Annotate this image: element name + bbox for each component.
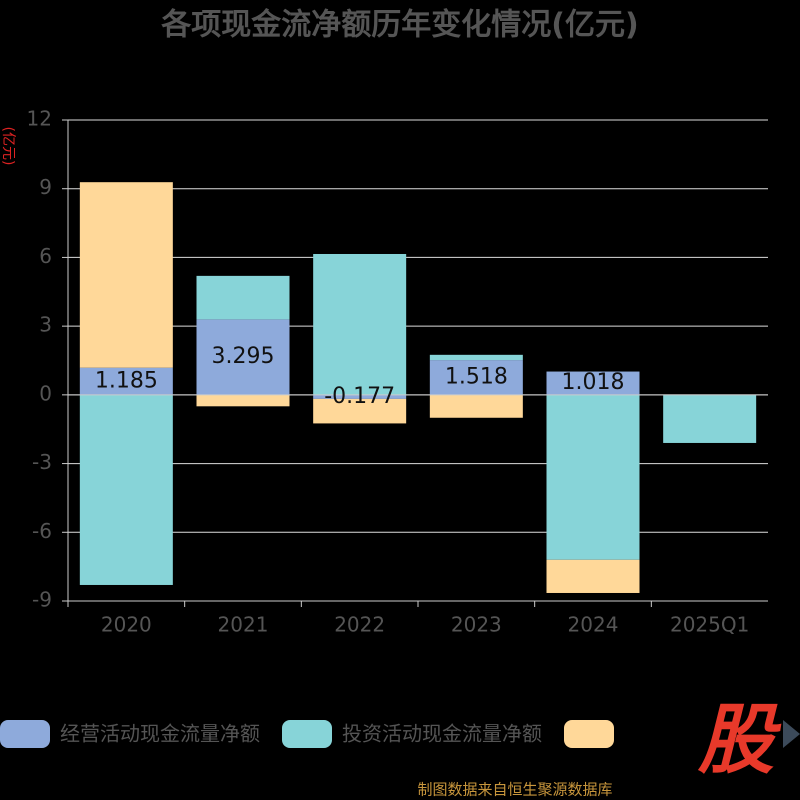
legend-label: 经营活动现金流量净额 <box>60 722 260 746</box>
y-tick-label: -9 <box>32 588 52 612</box>
legend-swatch <box>0 720 50 748</box>
bar-segment <box>313 394 407 399</box>
x-tick-label: 2024 <box>568 613 619 637</box>
bar-segment <box>429 354 523 361</box>
y-axis-label: (亿元) <box>0 127 16 166</box>
bar-segment <box>313 253 407 395</box>
chart-title: 各项现金流净额历年变化情况(亿元) <box>160 8 638 43</box>
y-tick-label: 6 <box>39 244 52 268</box>
y-tick-label: -6 <box>32 519 52 543</box>
data-label: 3.295 <box>212 344 275 369</box>
legend-label: 投资活动现金流量净额 <box>342 722 542 746</box>
y-tick-label: 12 <box>27 107 52 131</box>
legend-arrow[interactable] <box>783 720 800 748</box>
x-tick-label: 2023 <box>451 613 502 637</box>
y-tick-label: 9 <box>39 175 52 199</box>
bar-segment <box>313 398 407 424</box>
bar-segment <box>429 394 523 418</box>
bar-segment <box>196 394 290 407</box>
bar-segment <box>79 367 173 395</box>
bar-segment <box>79 394 173 585</box>
bar-segment <box>546 371 640 395</box>
logo: 股 <box>697 695 782 784</box>
data-label: -0.177 <box>324 384 395 409</box>
data-label: 1.185 <box>95 368 158 393</box>
source-note: 制图数据来自恒生聚源数据库 <box>417 781 612 799</box>
y-tick-label: 0 <box>39 381 52 405</box>
bar-segment <box>79 182 173 368</box>
data-label: 1.518 <box>445 364 508 389</box>
bar-segment <box>429 360 523 395</box>
bar-segment <box>196 275 290 320</box>
bar-segment <box>546 559 640 593</box>
x-tick-label: 2025Q1 <box>670 613 749 637</box>
data-label: 1.018 <box>562 370 625 395</box>
bar-segment <box>663 394 757 443</box>
x-tick-label: 2022 <box>334 613 385 637</box>
x-tick-label: 2021 <box>218 613 269 637</box>
y-tick-label: -3 <box>32 450 52 474</box>
legend-swatch <box>564 720 614 748</box>
bar-segment <box>546 394 640 560</box>
y-tick-label: 3 <box>39 313 52 337</box>
logo-background <box>684 704 780 780</box>
legend-swatch <box>282 720 332 748</box>
bar-segment <box>196 319 290 395</box>
x-tick-label: 2020 <box>101 613 152 637</box>
